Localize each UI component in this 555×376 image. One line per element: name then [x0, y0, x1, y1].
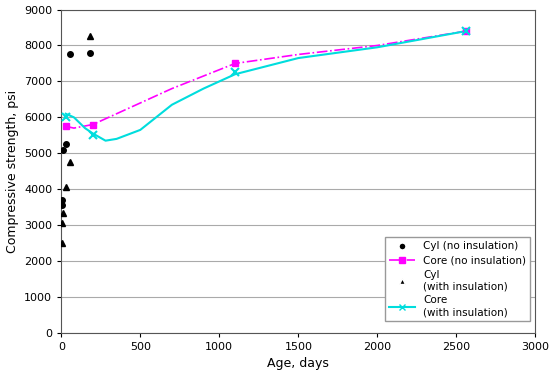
X-axis label: Age, days: Age, days — [268, 358, 329, 370]
Legend: Cyl (no insulation), Core (no insulation), Cyl
(with insulation), Core
(with ins: Cyl (no insulation), Core (no insulation… — [385, 237, 530, 321]
Y-axis label: Compressive strength, psi: Compressive strength, psi — [6, 89, 18, 253]
